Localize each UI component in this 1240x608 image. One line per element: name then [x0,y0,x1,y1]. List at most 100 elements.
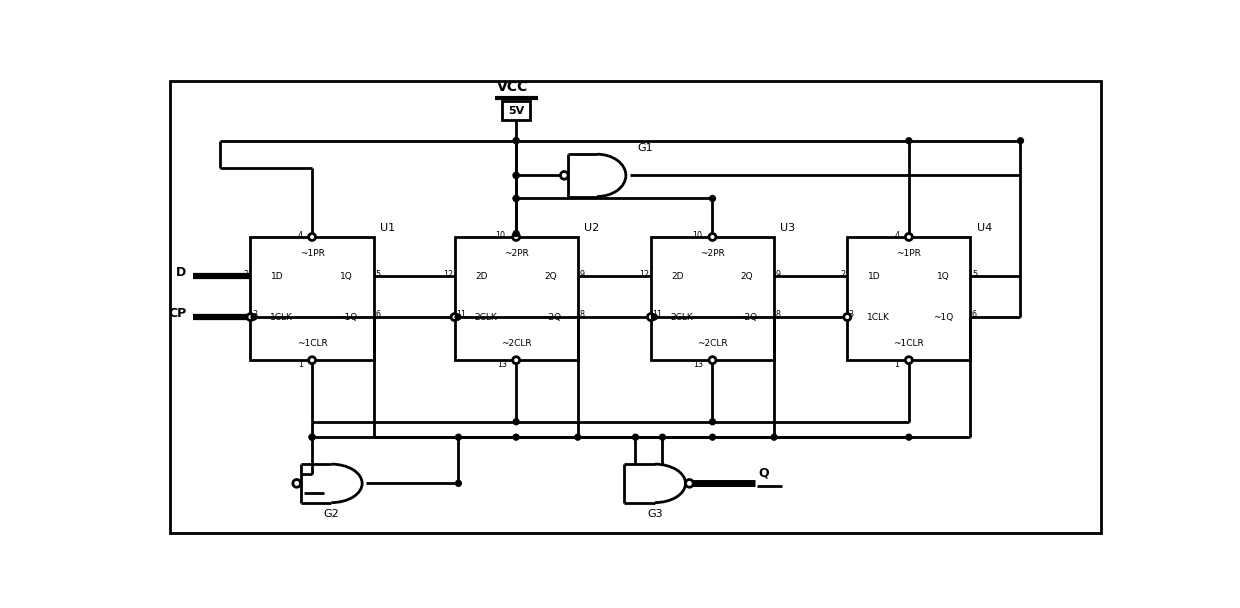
Text: 2: 2 [841,269,846,278]
Text: 5: 5 [972,269,977,278]
Text: 12: 12 [443,269,453,278]
Circle shape [651,314,657,320]
Text: G1: G1 [637,143,653,153]
Circle shape [250,314,257,320]
Text: 13: 13 [693,361,703,369]
Text: 10: 10 [495,231,506,240]
Circle shape [905,233,913,240]
Text: 2CLK: 2CLK [671,313,693,322]
Bar [651,237,774,360]
Circle shape [905,357,913,364]
Text: U3: U3 [780,223,796,233]
Circle shape [451,314,458,320]
Circle shape [843,314,851,320]
Circle shape [709,357,715,364]
Text: U2: U2 [584,223,599,233]
Text: 1: 1 [894,361,899,369]
Text: D: D [176,266,186,279]
Text: 6: 6 [972,310,977,319]
Text: 1D: 1D [868,272,880,281]
Text: U4: U4 [977,223,992,233]
Text: 8: 8 [579,310,584,319]
Text: 2D: 2D [475,272,487,281]
Text: 1D: 1D [272,272,284,281]
Text: 1Q: 1Q [340,272,353,281]
Circle shape [513,173,520,178]
Text: 9: 9 [776,269,781,278]
Text: 5V: 5V [508,106,525,116]
Circle shape [513,419,520,425]
Text: 6: 6 [376,310,381,319]
Circle shape [632,434,639,440]
Text: U1: U1 [379,223,396,233]
Bar [455,237,578,360]
Text: 2D: 2D [672,272,684,281]
Circle shape [906,434,911,440]
Circle shape [513,230,520,237]
Circle shape [513,173,520,178]
Circle shape [247,314,254,320]
Circle shape [575,434,580,440]
Text: 3: 3 [849,310,854,319]
Circle shape [1018,138,1023,143]
Circle shape [513,196,520,201]
Circle shape [455,480,461,486]
Text: ~1PR: ~1PR [897,249,921,258]
Circle shape [906,138,911,143]
Text: G3: G3 [647,509,662,519]
Text: 10: 10 [692,231,702,240]
Text: 4: 4 [894,231,899,240]
Text: 13: 13 [497,361,507,369]
Circle shape [647,314,655,320]
Text: 2: 2 [244,269,249,278]
Circle shape [709,233,715,240]
Text: ~2PR: ~2PR [701,249,725,258]
Bar [502,102,529,120]
Circle shape [771,434,777,440]
Bar [847,237,971,360]
Text: G2: G2 [324,509,340,519]
Text: Q: Q [759,466,769,480]
Text: ~2CLR: ~2CLR [697,339,728,348]
Circle shape [513,138,520,143]
Text: ~2Q: ~2Q [737,313,758,322]
Circle shape [455,434,461,440]
Text: 5: 5 [376,269,381,278]
Text: 9: 9 [579,269,584,278]
Text: ~1CLR: ~1CLR [296,339,327,348]
Circle shape [660,434,666,440]
Text: 2CLK: 2CLK [474,313,497,322]
Text: 12: 12 [640,269,650,278]
Circle shape [686,480,693,487]
Text: 11: 11 [456,310,466,319]
Text: ~1PR: ~1PR [300,249,325,258]
Text: 2Q: 2Q [544,272,557,281]
Circle shape [513,138,520,143]
Text: ~1Q: ~1Q [336,313,357,322]
Text: 4: 4 [298,231,303,240]
Circle shape [512,233,520,240]
Text: 1Q: 1Q [937,272,950,281]
Circle shape [455,314,461,320]
Text: 11: 11 [652,310,662,319]
Text: ~1CLR: ~1CLR [894,339,924,348]
Text: 1: 1 [298,361,303,369]
Circle shape [512,357,520,364]
Text: CP: CP [169,306,186,320]
Text: 1CLK: 1CLK [270,313,293,322]
Circle shape [309,434,315,440]
Text: 8: 8 [776,310,781,319]
Circle shape [293,480,300,487]
Circle shape [309,233,315,240]
Circle shape [709,434,715,440]
Circle shape [309,357,315,364]
Circle shape [513,196,520,201]
Text: ~2PR: ~2PR [503,249,528,258]
Text: 1CLK: 1CLK [867,313,889,322]
Circle shape [309,434,315,440]
Circle shape [709,196,715,201]
Circle shape [709,419,715,425]
Text: ~2CLR: ~2CLR [501,339,532,348]
Circle shape [560,171,568,179]
Text: ~1Q: ~1Q [934,313,954,322]
